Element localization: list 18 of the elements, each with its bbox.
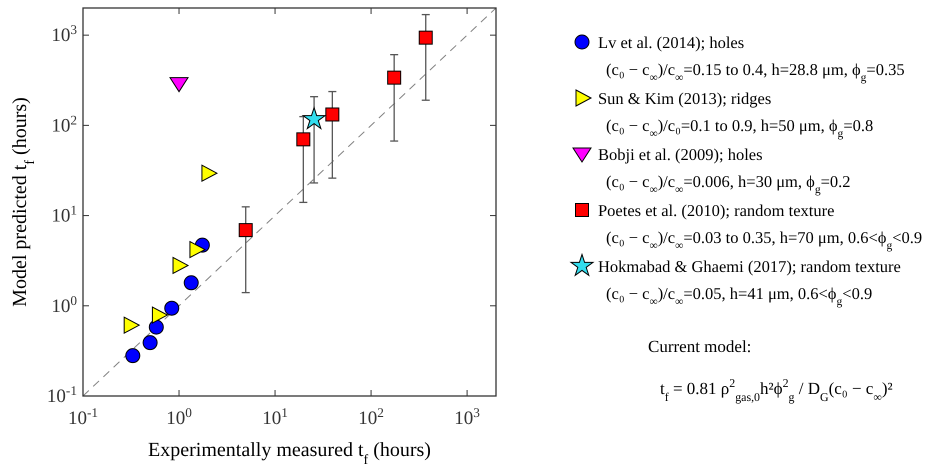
y-tick-label: 10$^{0}$	[51, 292, 78, 317]
x-tick-label: 10$^{3}$	[454, 404, 480, 429]
x-tick-label: 10$^{1}$	[262, 404, 288, 429]
y-tick-label: 10$^{-1}$	[46, 382, 77, 407]
legend-label: Sun & Kim (2013); ridges (c₀ − c$_{∞}$)/c₀=0.1 to 0.9, h=50 μm, ϕ$_{g}$=0.8	[598, 89, 874, 140]
legend-label: Bobji et al. (2009); holes (c₀ − c$_{∞}$)/c$_{∞}$=0.006, h=30 μm, ϕ$_{g}$=0.2	[598, 145, 851, 196]
text: Current model:	[648, 337, 752, 356]
x-tick-label: 10$^{0}$	[166, 404, 192, 429]
legend-label: Hokmabad & Ghaemi (2017); random texture (c₀ − c$_{∞}$)/c$_{∞}$=0.05, h=41 μm, 0.6<ϕ$_{g}$<0.9	[598, 257, 901, 308]
x-tick-label: 10$^{2}$	[358, 404, 384, 429]
x-axis-title: Experimentally measured t$_{f}$ (hours)	[148, 439, 431, 467]
y-tick-label: 10$^{1}$	[51, 202, 77, 227]
text: t$_{f}$ = 0.81 ρ$^{2}$$_{gas,0}$h²ϕ$^{2}$$_{g}$ / D$_{G}$(c₀ − c$_{∞}$)²	[660, 376, 893, 404]
x-tick-label: 10$^{-1}$	[68, 404, 98, 429]
y-tick-label: 10$^{2}$	[51, 112, 77, 136]
y-tick-label: 10$^{3}$	[51, 22, 78, 46]
legend-label: Poetes et al. (2010); random texture (c₀ − c$_{∞}$)/c$_{∞}$=0.03 to 0.35, h=70 μm, 0.6<ϕ$_{g}$<0.9	[598, 201, 922, 252]
legend-label: Lv et al. (2014); holes (c₀ − c$_{∞}$)/c$_{∞}$=0.15 to 0.4, h=28.8 μm, ϕ$_{g}$=0.35	[598, 33, 905, 84]
